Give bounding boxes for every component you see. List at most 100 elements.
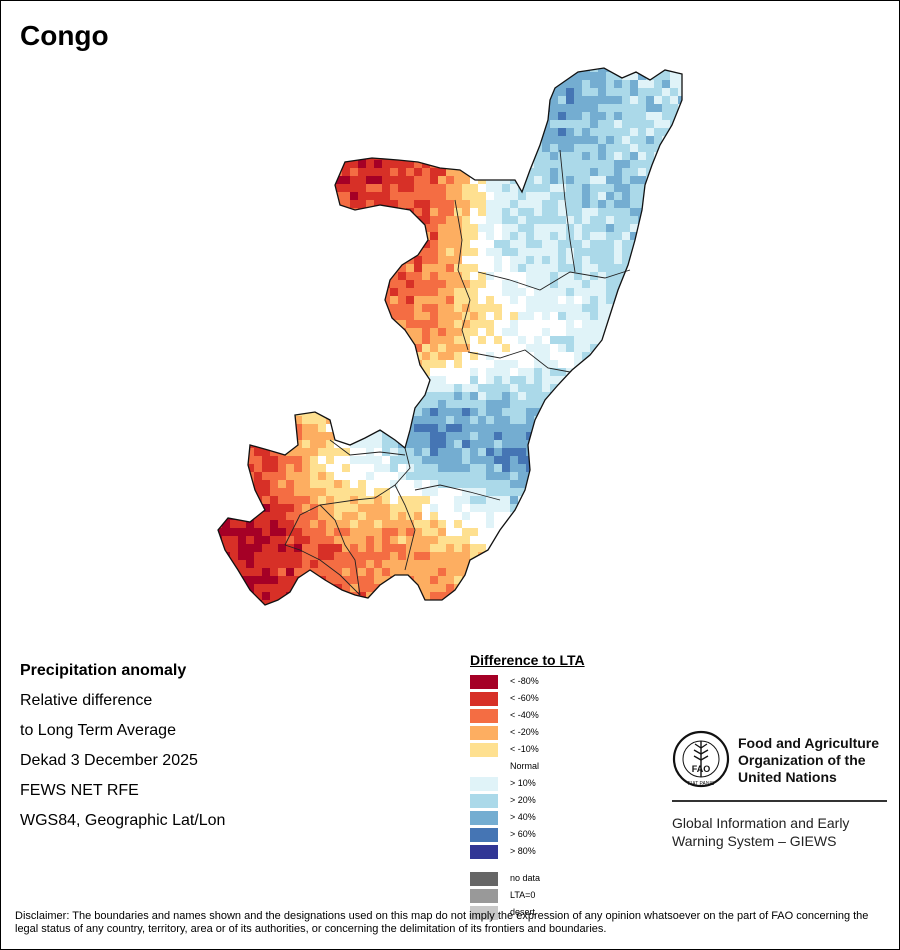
anomaly-cell — [678, 136, 682, 144]
anomaly-cell — [550, 280, 558, 288]
anomaly-cell — [614, 96, 622, 104]
anomaly-cell — [350, 488, 358, 496]
anomaly-cell — [630, 80, 638, 88]
anomaly-cell — [398, 336, 406, 344]
anomaly-cell — [574, 488, 582, 496]
anomaly-cell — [542, 416, 550, 424]
anomaly-cell — [318, 440, 326, 448]
anomaly-cell — [438, 472, 446, 480]
anomaly-cell — [230, 496, 238, 504]
anomaly-cell — [358, 168, 366, 176]
anomaly-cell — [390, 592, 398, 600]
legend-label: desert — [510, 907, 536, 917]
anomaly-cell — [686, 320, 694, 328]
legend-swatch — [470, 726, 498, 740]
anomaly-cell — [294, 584, 302, 592]
anomaly-cell — [646, 304, 654, 312]
anomaly-cell — [318, 480, 326, 488]
anomaly-cell — [334, 296, 342, 304]
anomaly-cell — [670, 544, 678, 552]
fao-divider — [672, 800, 887, 802]
anomaly-cell — [398, 304, 406, 312]
anomaly-cell — [238, 480, 246, 488]
anomaly-cell — [254, 424, 262, 432]
anomaly-cell — [366, 344, 374, 352]
anomaly-cell — [542, 184, 550, 192]
anomaly-cell — [654, 312, 662, 320]
anomaly-cell — [590, 368, 598, 376]
anomaly-cell — [334, 360, 342, 368]
anomaly-cell — [518, 200, 526, 208]
anomaly-cell — [454, 320, 462, 328]
anomaly-cell — [622, 200, 630, 208]
anomaly-cell — [238, 544, 246, 552]
anomaly-cell — [366, 568, 374, 576]
anomaly-cell — [598, 256, 606, 264]
anomaly-cell — [302, 320, 310, 328]
anomaly-cell — [686, 224, 694, 232]
anomaly-cell — [502, 448, 510, 456]
anomaly-cell — [486, 456, 494, 464]
anomaly-cell — [310, 400, 318, 408]
anomaly-cell — [294, 176, 302, 184]
anomaly-cell — [254, 528, 262, 536]
anomaly-cell — [478, 200, 486, 208]
anomaly-cell — [350, 192, 358, 200]
anomaly-cell — [254, 328, 262, 336]
anomaly-cell — [422, 144, 430, 152]
anomaly-cell — [654, 224, 662, 232]
anomaly-cell — [262, 416, 270, 424]
anomaly-cell — [486, 144, 494, 152]
anomaly-cell — [430, 528, 438, 536]
anomaly-cell — [582, 208, 590, 216]
anomaly-cell — [278, 320, 286, 328]
anomaly-cell — [334, 504, 342, 512]
anomaly-cell — [398, 424, 406, 432]
anomaly-cell — [494, 416, 502, 424]
anomaly-cell — [358, 216, 366, 224]
anomaly-cell — [542, 472, 550, 480]
anomaly-cell — [438, 440, 446, 448]
anomaly-cell — [686, 512, 694, 520]
anomaly-cell — [558, 112, 566, 120]
anomaly-cell — [390, 112, 398, 120]
anomaly-cell — [326, 272, 334, 280]
anomaly-cell — [222, 464, 230, 472]
anomaly-cell — [670, 184, 678, 192]
anomaly-cell — [598, 240, 606, 248]
anomaly-cell — [574, 432, 582, 440]
anomaly-cell — [598, 472, 606, 480]
anomaly-cell — [510, 592, 518, 600]
anomaly-cell — [502, 328, 510, 336]
anomaly-cell — [670, 600, 678, 605]
anomaly-cell — [414, 496, 422, 504]
anomaly-cell — [670, 352, 678, 360]
anomaly-cell — [230, 272, 238, 280]
anomaly-cell — [598, 176, 606, 184]
anomaly-cell — [262, 528, 270, 536]
anomaly-cell — [366, 424, 374, 432]
anomaly-cell — [294, 248, 302, 256]
anomaly-cell — [494, 68, 502, 72]
anomaly-cell — [542, 392, 550, 400]
anomaly-cell — [342, 488, 350, 496]
anomaly-cell — [678, 288, 682, 296]
anomaly-cell — [374, 600, 382, 605]
anomaly-cell — [278, 232, 286, 240]
anomaly-cell — [430, 584, 438, 592]
anomaly-cell — [566, 176, 574, 184]
anomaly-cell — [550, 224, 558, 232]
anomaly-cell — [566, 432, 574, 440]
anomaly-cell — [678, 160, 682, 168]
anomaly-cell — [218, 568, 222, 576]
anomaly-cell — [582, 320, 590, 328]
anomaly-cell — [518, 384, 526, 392]
anomaly-cell — [550, 360, 558, 368]
anomaly-cell — [390, 360, 398, 368]
anomaly-cell — [230, 504, 238, 512]
anomaly-cell — [262, 488, 270, 496]
anomaly-cell — [494, 368, 502, 376]
anomaly-cell — [662, 608, 670, 616]
anomaly-cell — [422, 200, 430, 208]
anomaly-cell — [686, 160, 694, 168]
